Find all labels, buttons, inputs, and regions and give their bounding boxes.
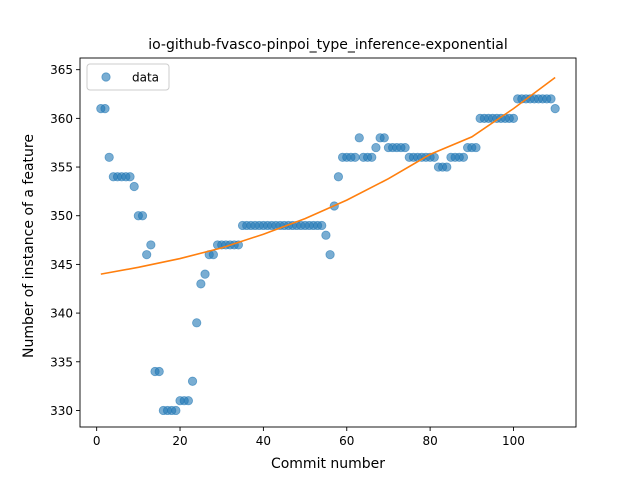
data-point xyxy=(442,162,452,172)
x-tick-label: 80 xyxy=(422,434,437,448)
data-point xyxy=(550,104,560,114)
y-tick-label: 355 xyxy=(50,161,73,175)
x-tick-label: 100 xyxy=(502,434,525,448)
y-axis-label: Number of instance of a feature xyxy=(21,134,37,358)
data-point xyxy=(333,172,344,182)
y-tick-label: 360 xyxy=(50,112,73,126)
legend-label: data xyxy=(132,71,159,85)
y-tick-label: 330 xyxy=(50,404,73,418)
axes: 0 20 40 60 80 100 330 335 340 345 350 355 360 365 xyxy=(50,57,577,448)
data-point xyxy=(208,250,218,260)
data-point xyxy=(379,133,389,143)
data-point xyxy=(317,220,327,231)
x-tick-label: 20 xyxy=(172,434,187,448)
data-point xyxy=(129,181,139,192)
x-tick-label: 0 xyxy=(93,434,101,448)
fit-line xyxy=(100,76,556,275)
legend-box xyxy=(86,63,170,91)
data-point xyxy=(371,142,381,153)
legend-marker xyxy=(101,72,111,82)
plot-area xyxy=(96,76,560,416)
data-point xyxy=(350,152,360,162)
data-point xyxy=(125,172,135,182)
data-point xyxy=(142,250,152,260)
data-point xyxy=(200,269,210,279)
y-tick-label: 345 xyxy=(50,258,73,272)
axes-frame xyxy=(79,57,577,428)
data-point xyxy=(458,152,469,162)
x-tick-label: 60 xyxy=(339,434,354,448)
data-point xyxy=(508,113,519,123)
data-point xyxy=(400,142,410,153)
data-point xyxy=(325,250,335,260)
data-point xyxy=(367,152,377,162)
data-point xyxy=(187,376,198,386)
data-point xyxy=(354,133,364,143)
chart-title: io-github-fvasco-pinpoi_type_inference-e… xyxy=(148,37,508,53)
y-tick-label: 340 xyxy=(50,307,73,321)
legend: data xyxy=(86,63,170,91)
data-point xyxy=(146,240,156,250)
y-tick-label: 350 xyxy=(50,209,73,223)
data-point xyxy=(104,152,114,162)
data-point xyxy=(471,142,481,153)
data-point xyxy=(137,211,148,221)
data-point xyxy=(192,318,202,328)
data-point xyxy=(171,405,181,416)
data-point xyxy=(154,366,164,377)
y-tick-label: 335 xyxy=(50,355,73,369)
x-tick-label: 40 xyxy=(256,434,271,448)
data-point xyxy=(196,279,206,289)
x-axis-label: Commit number xyxy=(271,456,385,472)
data-point xyxy=(321,230,331,240)
data-point xyxy=(183,396,193,406)
y-tick-label: 365 xyxy=(50,63,73,77)
data-point xyxy=(100,104,110,114)
data-point xyxy=(546,94,556,104)
